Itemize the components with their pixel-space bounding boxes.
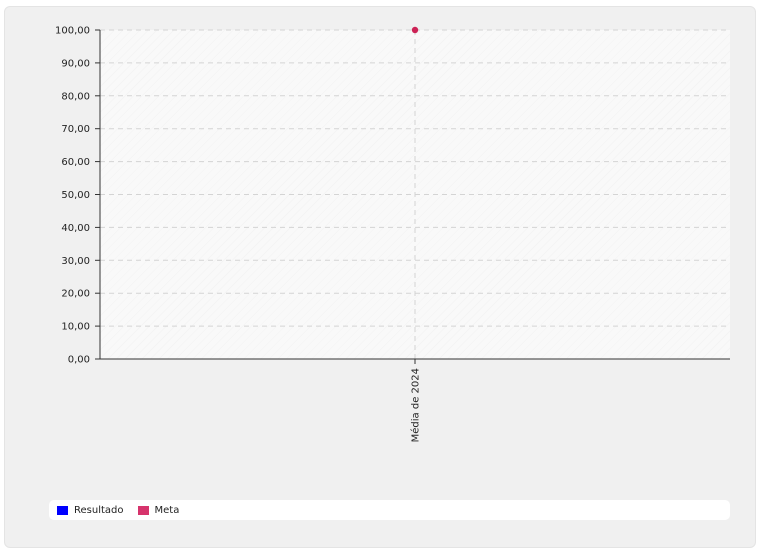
y-tick-label: 40,00 bbox=[61, 223, 90, 234]
legend-label-meta: Meta bbox=[154, 504, 180, 516]
data-marks bbox=[411, 26, 419, 34]
point-meta bbox=[411, 26, 419, 34]
legend-swatch-resultado bbox=[57, 505, 68, 515]
y-tick-label: 90,00 bbox=[61, 58, 90, 69]
y-tick-label: 80,00 bbox=[61, 91, 90, 102]
y-tick-label: 20,00 bbox=[61, 289, 90, 300]
y-tick-label: 50,00 bbox=[61, 190, 90, 201]
y-tick-label: 60,00 bbox=[61, 157, 90, 168]
legend-item-resultado[interactable]: Resultado bbox=[57, 505, 124, 516]
legend-label-resultado: Resultado bbox=[74, 504, 124, 516]
y-tick-label: 30,00 bbox=[61, 256, 90, 267]
x-tick-labels: Média de 2024 bbox=[410, 368, 422, 442]
y-tick-labels: 0,00 10,00 20,00 30,00 40,00 50,00 60,00 70,00 8… bbox=[55, 26, 90, 366]
legend-swatch-meta bbox=[137, 505, 149, 515]
legend-item-meta[interactable]: Meta bbox=[137, 504, 180, 516]
x-tick-label: Média de 2024 bbox=[410, 368, 422, 442]
y-tick-label: 10,00 bbox=[61, 322, 90, 333]
y-tick-label: 100,00 bbox=[55, 26, 90, 37]
y-tick-label: 70,00 bbox=[61, 124, 90, 135]
y-tick-label: 0,00 bbox=[68, 355, 90, 366]
legend: Resultado Meta bbox=[49, 500, 730, 520]
axes bbox=[95, 29, 730, 364]
